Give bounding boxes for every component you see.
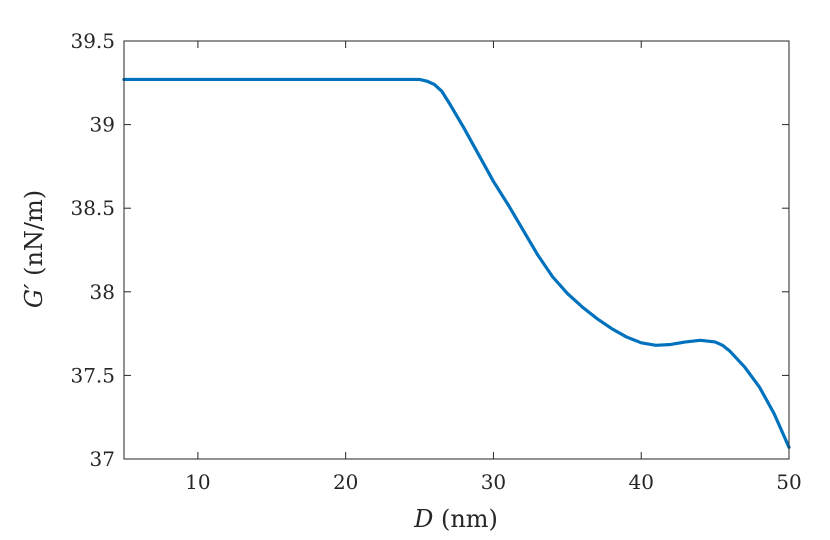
y-tick-label: 37.5 [70,363,115,387]
y-tick-label: 39 [90,113,115,137]
x-tick-label: 30 [481,470,506,494]
x-tick-label: 50 [776,470,801,494]
x-axis: 10 20 30 40 50 [185,41,802,494]
y-tick-label: 37 [90,447,115,471]
y-axis-label-variable: G′ [20,283,48,308]
y-axis-label-unit: (nN/m) [20,190,48,284]
x-tick-label: 10 [185,470,210,494]
x-axis-label-unit: (nm) [433,505,498,533]
x-axis-label: D (nm) [413,505,498,533]
x-tick-label: 20 [333,470,358,494]
plot-area [122,40,791,460]
y-tick-label: 39.5 [70,29,115,53]
x-axis-label-variable: D [413,505,433,533]
series-line-0 [122,77,791,449]
y-axis-label: G′ (nN/m) [20,190,48,308]
y-tick-label: 38.5 [70,196,115,220]
y-tick-label: 38 [90,280,115,304]
x-tick-label: 40 [628,470,653,494]
axes-box [123,40,790,460]
y-axis: 37 37.5 38 38.5 39 39.5 [70,29,789,471]
